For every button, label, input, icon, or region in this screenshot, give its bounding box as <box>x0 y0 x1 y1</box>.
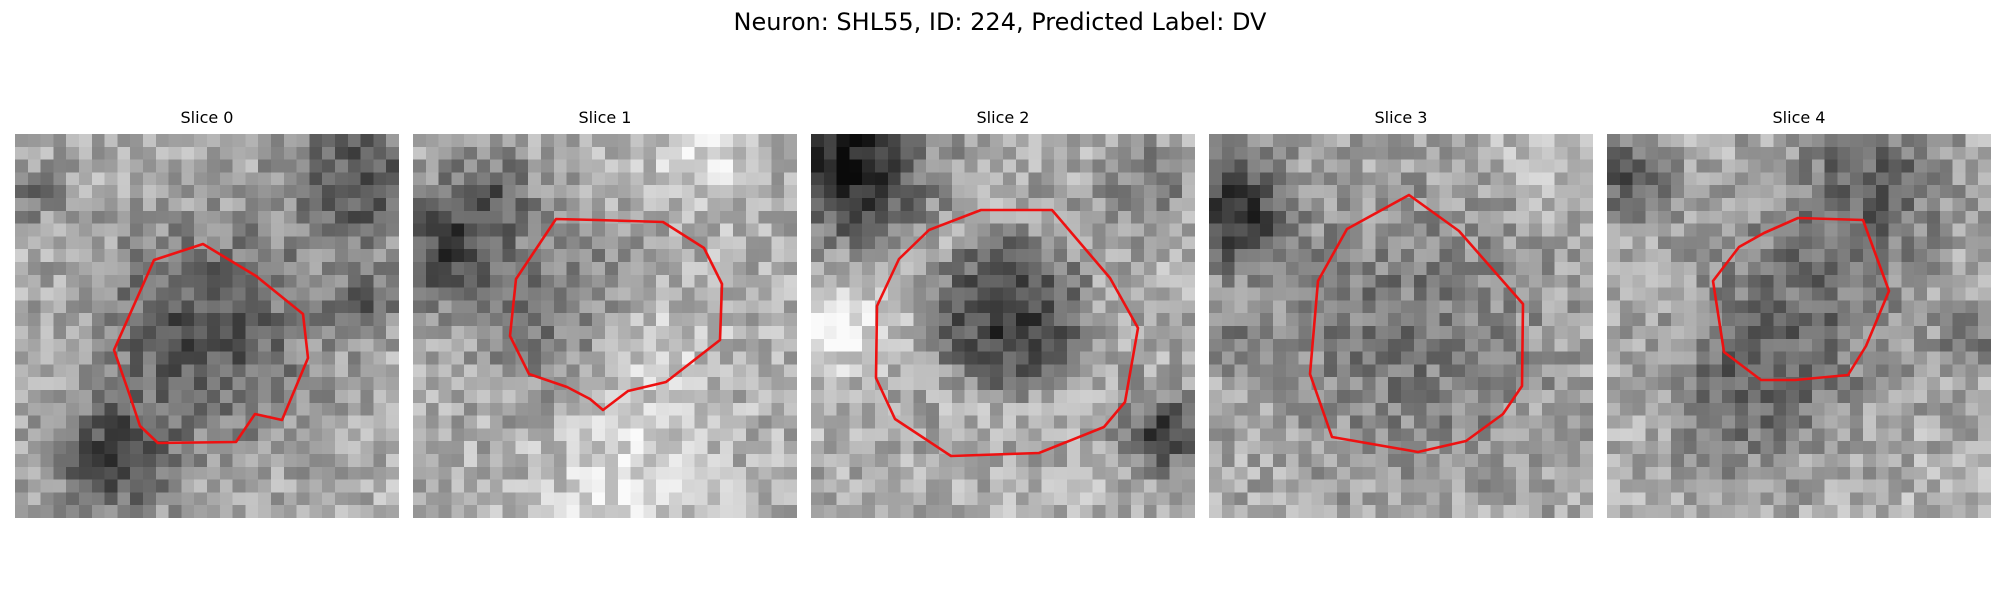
figure-title: Neuron: SHL55, ID: 224, Predicted Label:… <box>733 8 1267 36</box>
roi-contour <box>874 208 1140 458</box>
slice-image <box>1209 134 1593 518</box>
slice-title: Slice 2 <box>976 108 1030 127</box>
slice-image <box>15 134 399 518</box>
roi-contour <box>1308 193 1525 454</box>
slice-title: Slice 0 <box>180 108 234 127</box>
slice-title: Slice 3 <box>1374 108 1428 127</box>
slice-image <box>811 134 1195 518</box>
microscopy-image <box>1607 134 1991 518</box>
slice-image <box>1607 134 1991 518</box>
roi-contour <box>1711 216 1891 382</box>
microscopy-image <box>413 134 797 518</box>
roi-contour <box>508 217 724 412</box>
slice-title: Slice 4 <box>1772 108 1826 127</box>
slice-image <box>413 134 797 518</box>
microscopy-image <box>15 134 399 518</box>
roi-contour <box>112 242 310 445</box>
slice-title: Slice 1 <box>578 108 632 127</box>
